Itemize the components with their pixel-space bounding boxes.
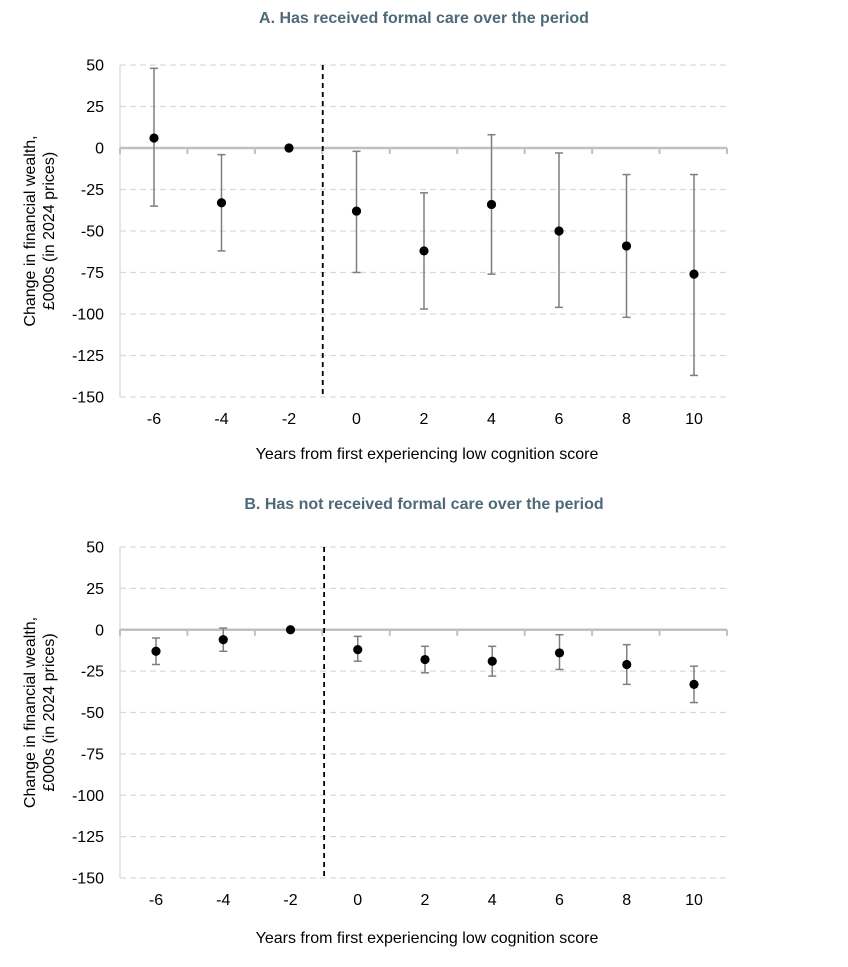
data-point xyxy=(689,269,699,279)
y-tick-label: 25 xyxy=(86,581,104,598)
y-tick-label: 25 xyxy=(86,99,104,116)
y-tick-label: -75 xyxy=(81,746,104,763)
data-point xyxy=(353,645,363,655)
data-point xyxy=(420,654,430,665)
x-tick-label: -6 xyxy=(147,411,161,428)
x-tick-label: -2 xyxy=(282,411,296,428)
x-tick-label: 6 xyxy=(555,892,564,909)
x-tick-label: 6 xyxy=(555,411,564,428)
x-tick-label: 10 xyxy=(685,892,703,909)
y-tick-label: 0 xyxy=(95,622,104,639)
y-tick-label: 0 xyxy=(95,141,104,158)
data-point xyxy=(689,679,699,689)
x-tick-label: -6 xyxy=(149,892,163,909)
data-point xyxy=(218,635,228,645)
x-tick-label: 10 xyxy=(685,411,703,428)
x-tick-label: 8 xyxy=(622,892,631,909)
chart-title: B. Has not received formal care over the… xyxy=(244,496,603,513)
y-tick-label: -50 xyxy=(81,705,104,722)
x-tick-label: 0 xyxy=(353,892,362,909)
data-point xyxy=(151,646,161,656)
data-point xyxy=(621,241,632,251)
y-tick-label: -50 xyxy=(81,224,104,241)
x-axis-label: Years from first experiencing low cognit… xyxy=(256,930,599,947)
y-axis-label-line: Change in financial wealth, xyxy=(22,135,39,326)
y-tick-label: -150 xyxy=(72,871,104,888)
y-tick-label: -125 xyxy=(72,348,104,365)
x-tick-label: 4 xyxy=(487,411,496,428)
x-tick-label: -2 xyxy=(283,892,297,909)
data-point xyxy=(216,198,227,208)
y-axis-label-line: £000s (in 2024 prices) xyxy=(41,633,58,791)
y-tick-label: -25 xyxy=(81,664,104,681)
data-point xyxy=(351,206,362,216)
data-point xyxy=(622,659,632,670)
x-tick-label: -4 xyxy=(214,411,228,428)
y-tick-label: -100 xyxy=(72,788,104,805)
data-point xyxy=(149,133,159,143)
y-tick-label: 50 xyxy=(86,540,104,557)
y-tick-label: -100 xyxy=(72,307,104,324)
y-axis-label: Change in financial wealth, £000s (in 202… xyxy=(22,617,58,808)
y-axis-label-line: Change in financial wealth, xyxy=(22,617,39,808)
x-tick-label: 2 xyxy=(420,411,429,428)
y-tick-label: -150 xyxy=(72,390,104,407)
panel-b: B. Has not received formal care over the… xyxy=(22,496,728,947)
panel-a: A. Has received formal care over the per… xyxy=(22,10,728,463)
y-tick-label: -25 xyxy=(81,182,104,199)
data-point xyxy=(554,648,565,658)
x-tick-label: 0 xyxy=(352,411,361,428)
y-tick-label: -125 xyxy=(72,829,104,846)
data-point xyxy=(486,199,497,210)
y-axis-label-line: £000s (in 2024 prices) xyxy=(41,152,58,310)
data-point xyxy=(554,226,564,236)
x-tick-label: 8 xyxy=(622,411,631,428)
data-point xyxy=(284,143,294,153)
x-axis-label: Years from first experiencing low cognit… xyxy=(256,446,599,463)
x-tick-label: -4 xyxy=(216,892,230,909)
data-point xyxy=(487,656,497,666)
data-point xyxy=(419,246,429,256)
chart-title: A. Has received formal care over the per… xyxy=(259,10,589,27)
y-axis-label: Change in financial wealth, £000s (in 202… xyxy=(22,135,58,326)
x-tick-label: 2 xyxy=(421,892,430,909)
x-tick-label: 4 xyxy=(488,892,497,909)
y-tick-label: 50 xyxy=(86,58,104,75)
data-point xyxy=(285,625,296,635)
y-tick-label: -75 xyxy=(81,265,104,282)
